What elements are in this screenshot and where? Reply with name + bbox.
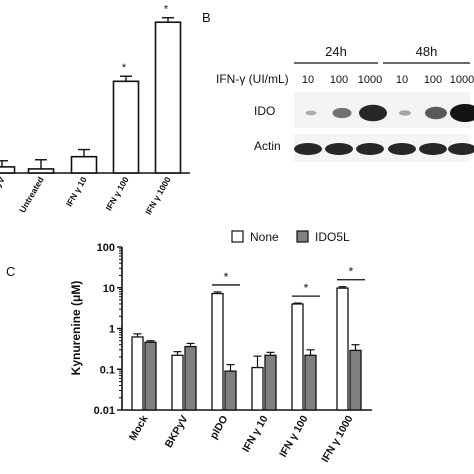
panel-a-bar — [27, 168, 55, 174]
panel-c-y-axis-label: Kynurenine (μM) — [69, 281, 83, 376]
panel-c-tick-label: BKPyV — [163, 414, 191, 450]
panel-b-time-label: 24h — [325, 44, 347, 59]
panel-c-bar — [291, 303, 304, 411]
panel-label-b: B — [202, 10, 211, 25]
panel-b-band — [359, 104, 387, 122]
panel-c-y-tick-label: 1 — [109, 324, 115, 336]
panel-b-time-label: 48h — [416, 44, 438, 59]
panel-c-tick-label: IFN γ 1000 — [319, 413, 355, 464]
panel-c-bar — [336, 287, 349, 411]
panel-c-tick-label: IFN γ 100 — [277, 413, 311, 459]
panel-c-significance-star: * — [224, 270, 229, 284]
panel-b-band — [305, 110, 317, 116]
panel-b-band — [388, 143, 416, 155]
panel-a-bar — [70, 155, 98, 174]
panel-b-band — [399, 110, 411, 116]
panel-c-bar — [349, 349, 362, 411]
panel-c-tick-label: IFN γ 10 — [240, 413, 271, 454]
panel-c-y-tick-label: 10 — [103, 283, 115, 295]
panel-c-significance-star: * — [349, 265, 354, 279]
panel-a-significance-star: * — [122, 62, 127, 74]
panel-a-bar — [0, 166, 16, 174]
panel-c-legend-label: None — [250, 230, 279, 244]
panel-b-dose-label: 10 — [396, 74, 408, 86]
panel-b-dose-label: 1000 — [450, 74, 474, 86]
panel-b-band — [356, 143, 384, 155]
panel-a-bar — [112, 80, 140, 174]
panel-a-significance-star: * — [164, 4, 169, 16]
panel-c-bar — [224, 370, 237, 411]
panel-c-bar — [131, 336, 144, 411]
panel-b-band — [419, 143, 447, 155]
panel-c-tick-label: pIDO — [208, 414, 231, 442]
panel-c-y-tick-label: 0.1 — [100, 364, 115, 376]
panel-b-dose-label: 1000 — [358, 74, 382, 86]
panel-c-y-tick-label: 100 — [97, 242, 115, 254]
panel-a-tick-label: IFN γ 1000 — [143, 175, 173, 217]
panel-b-treatment-label: IFN-γ (UI/mL) — [216, 72, 289, 86]
panel-c-significance-star: * — [304, 281, 309, 295]
panel-a-bar — [154, 21, 182, 174]
panel-c-bar — [251, 366, 264, 411]
panel-c-bar — [211, 292, 224, 411]
panel-a-tick-label: IFN γ 100 — [103, 175, 130, 213]
panel-c-legend-swatch — [231, 230, 244, 243]
panel-b-band — [332, 107, 352, 119]
panel-c-tick-label: Mock — [127, 413, 151, 442]
panel-c-bar — [144, 341, 157, 411]
panel-c-bar — [304, 354, 317, 411]
panel-a-chart: BKPyV Untreated IFN γ 10 * IFN γ 100 * IFN γ 1… — [0, 4, 190, 217]
panel-c-bar — [171, 354, 184, 411]
panel-b-dose-label: 100 — [330, 74, 348, 86]
panel-label-c: C — [6, 264, 15, 279]
panel-a-tick-label: IFN γ 10 — [64, 175, 89, 208]
panel-b-band — [450, 104, 474, 122]
panel-b-band — [425, 106, 447, 120]
panel-c-bar — [264, 354, 277, 411]
panel-c-legend-swatch — [296, 230, 309, 243]
panel-b-row-label: Actin — [254, 139, 281, 153]
panel-b-band — [294, 143, 322, 155]
panel-a-tick-label: BKPyV — [0, 175, 7, 205]
panel-c-legend-label: IDO5L — [315, 230, 350, 244]
panel-a-tick-label: Untreated — [17, 175, 46, 214]
panel-b-band — [448, 143, 474, 155]
panel-b-dose-label: 100 — [424, 74, 442, 86]
panel-b-western-blot: B 24h 48h IFN-γ (UI/mL) 10 100 1000 10 100 1000 I… — [202, 10, 474, 162]
panel-b-band — [325, 143, 353, 155]
panel-b-dose-label: 10 — [302, 74, 314, 86]
panel-b-row-label: IDO — [254, 104, 275, 118]
panel-c-bar — [184, 345, 197, 411]
panel-c-y-tick-label: 0.01 — [94, 405, 115, 417]
panel-c-chart: C 0.01 0.1 1 10 100 Kynurenine (μM) Mock BKPyV *… — [6, 230, 372, 464]
